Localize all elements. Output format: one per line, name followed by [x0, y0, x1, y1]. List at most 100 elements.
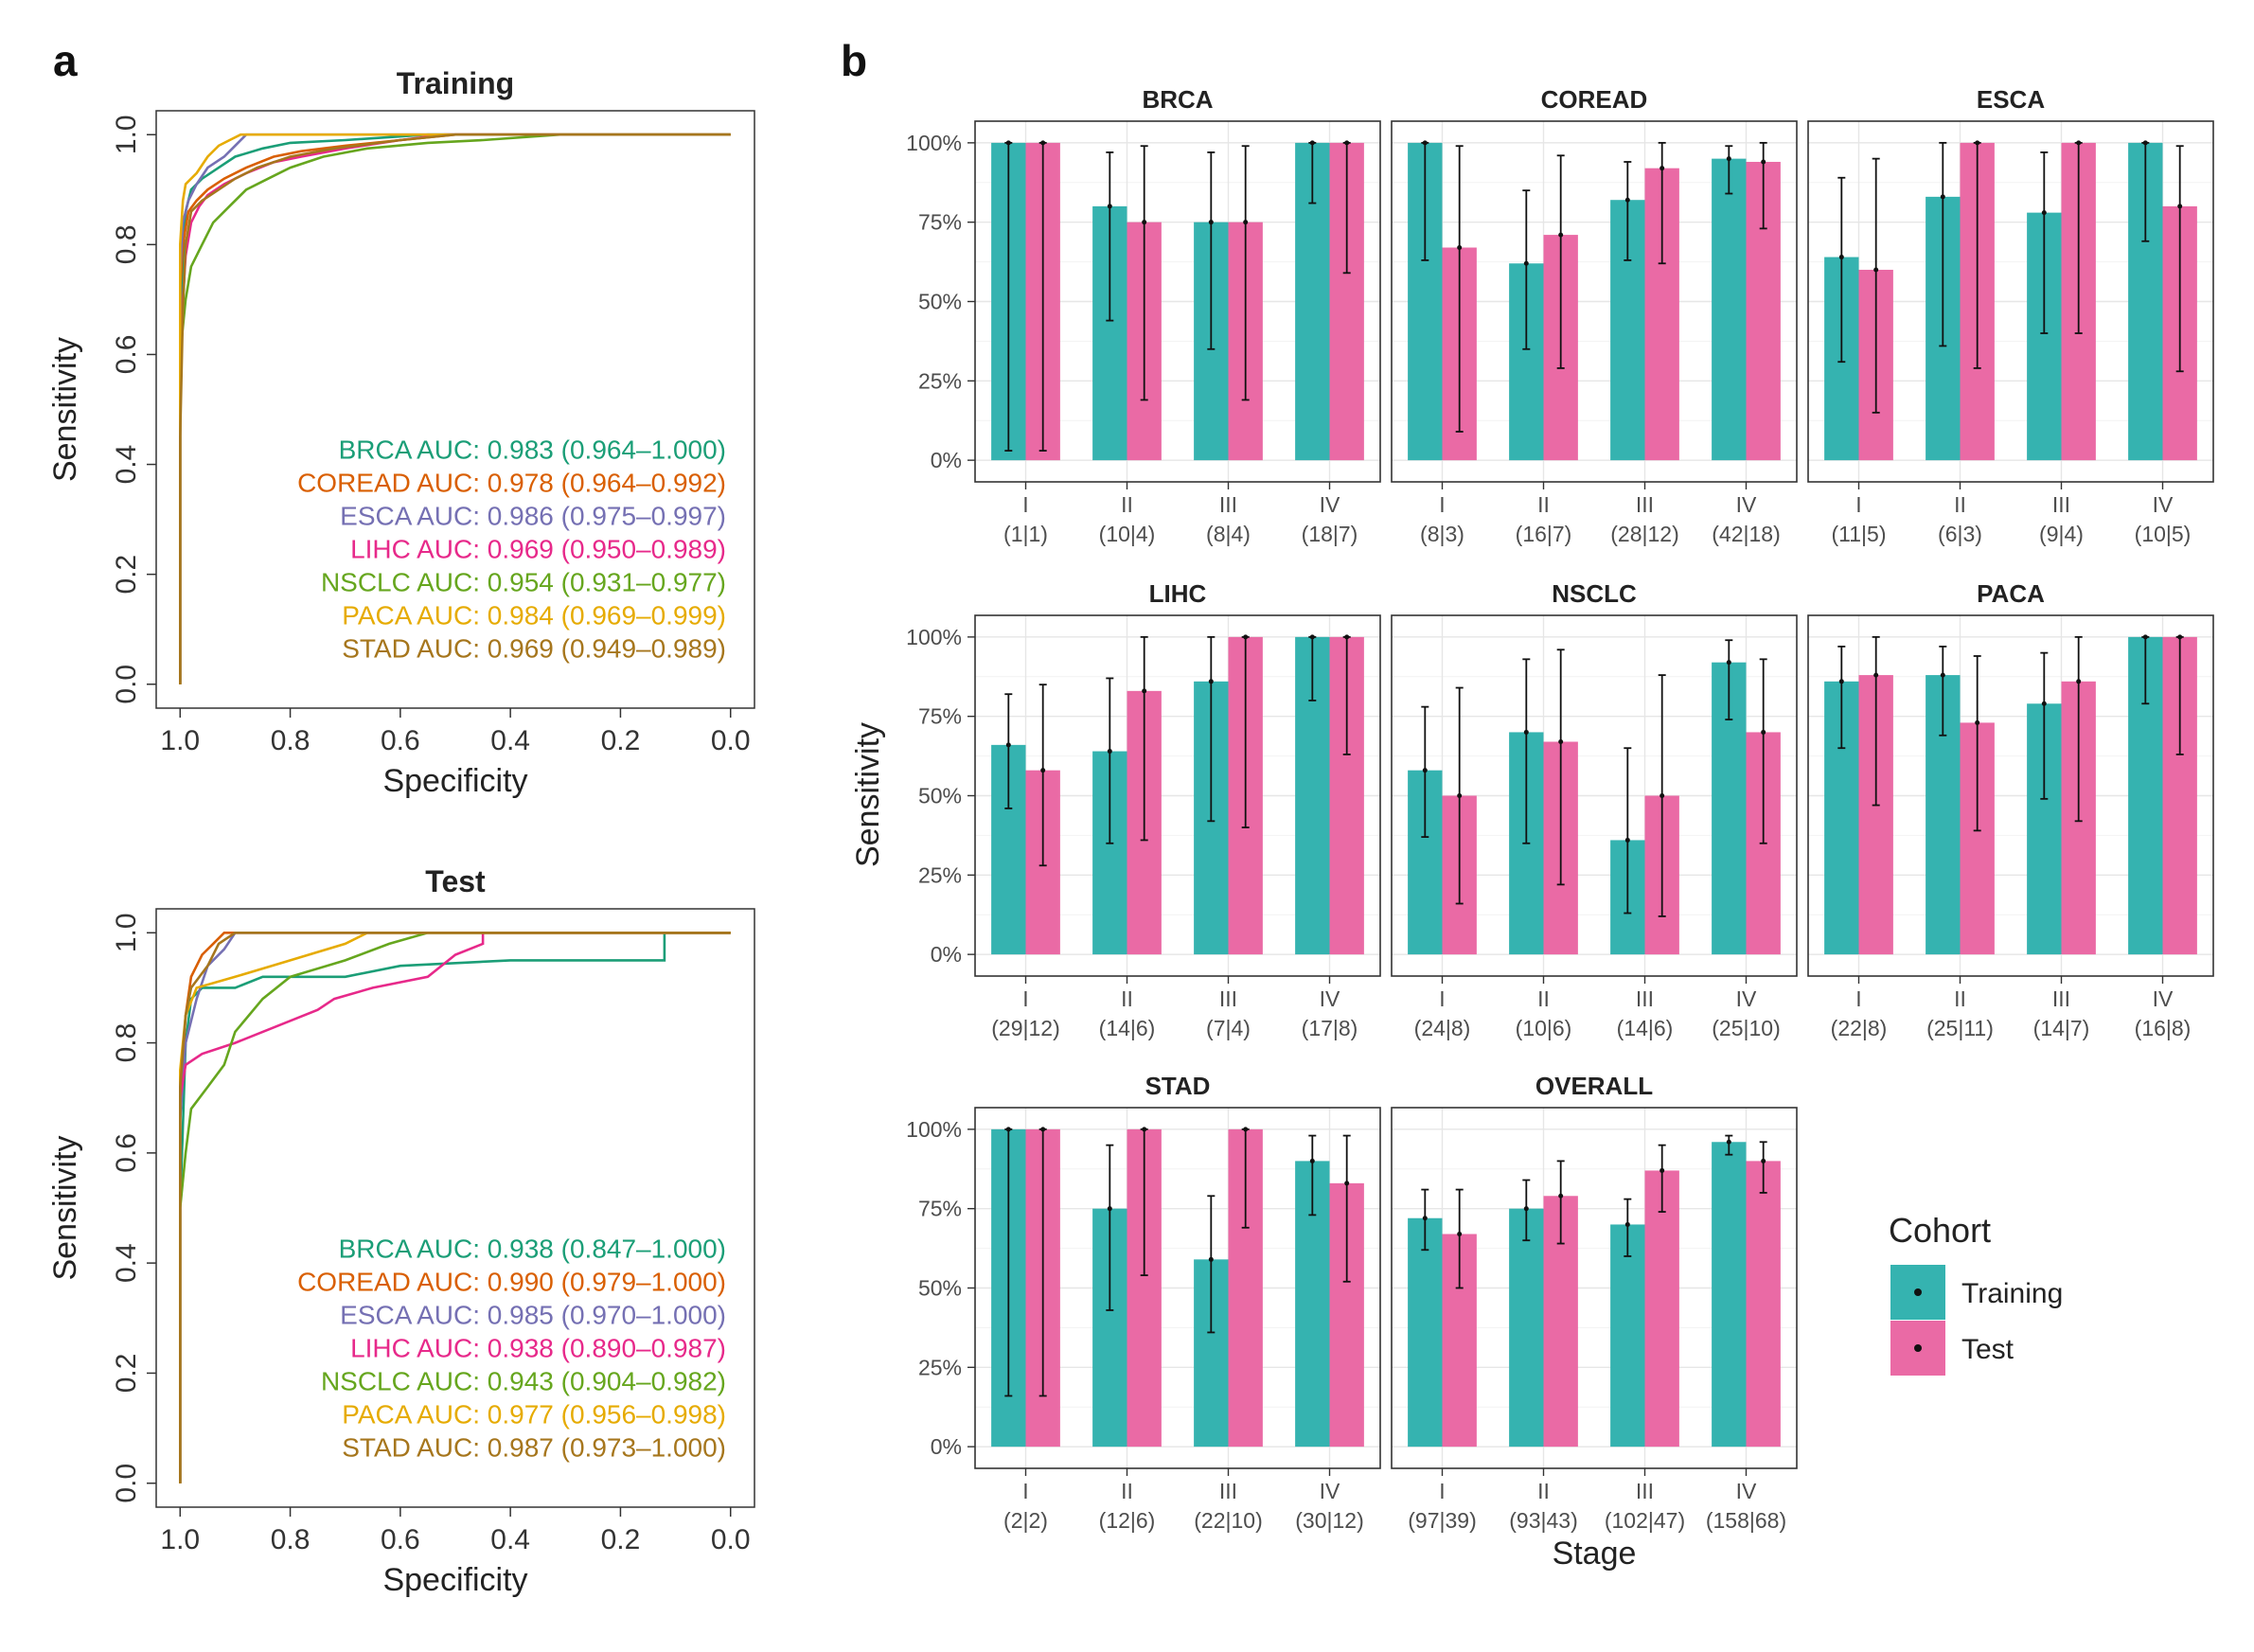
y-tick-label: 75%	[918, 1197, 962, 1221]
legend-key-point	[1914, 1288, 1922, 1296]
point-test	[1873, 267, 1879, 273]
stage-label: I	[1022, 986, 1028, 1011]
legend-auc: 0.983	[488, 435, 561, 465]
point-training	[1726, 660, 1731, 666]
y-tick-label: 0%	[931, 942, 962, 967]
panel-label-a: a	[53, 36, 78, 85]
count-label: (25|10)	[1712, 1016, 1780, 1040]
count-label: (10|5)	[2135, 522, 2192, 546]
cohort-legend: Cohort Training Test	[1889, 1211, 2063, 1376]
legend-key-point	[1914, 1344, 1922, 1352]
y-tick-label: 0.2	[111, 1354, 142, 1394]
point-training	[1005, 742, 1011, 748]
legend-name: NSCLC	[321, 1366, 417, 1395]
legend-entry-paca: PACA AUC: 0.984 (0.969–0.999)	[342, 601, 726, 631]
x-axis-label: Specificity	[382, 763, 527, 799]
legend-auc-label: AUC:	[417, 1234, 488, 1263]
stage-label: I	[1439, 492, 1445, 517]
facet-paca: PACA I (22|8) II (25|11) III (14|7) IV (16|8)	[1807, 579, 2214, 1040]
point-training	[1107, 204, 1112, 209]
count-label: (17|8)	[1302, 1016, 1358, 1040]
legend-name: ESCA	[340, 502, 417, 531]
point-test	[1659, 793, 1665, 798]
stage-label: II	[1121, 492, 1133, 517]
bar-test	[1644, 1170, 1679, 1448]
legend-ci: (0.979–1.000)	[561, 1267, 726, 1296]
y-tick-label: 100%	[906, 131, 962, 155]
legend-title: Cohort	[1889, 1211, 1991, 1250]
y-tick-label: 100%	[906, 625, 962, 649]
y-tick-label: 75%	[918, 704, 962, 729]
point-training	[1624, 837, 1630, 843]
legend-name: BRCA	[339, 435, 417, 465]
point-training	[2142, 634, 2148, 640]
point-training	[1309, 634, 1315, 640]
y-tick-label: 50%	[918, 1276, 962, 1301]
y-tick-label: 0.4	[111, 1243, 142, 1283]
legend-entry-brca: BRCA AUC: 0.938 (0.847–1.000)	[339, 1234, 726, 1263]
point-test	[1040, 768, 1046, 773]
stage-label: II	[1121, 1479, 1133, 1503]
legend-auc-label: AUC:	[417, 1333, 488, 1362]
legend-name: STAD	[342, 634, 417, 664]
point-test	[1243, 220, 1249, 225]
point-training	[1726, 1139, 1731, 1145]
legend-ci: (0.964–1.000)	[561, 435, 726, 465]
x-tick-label: 0.8	[271, 1524, 311, 1555]
legend-ci: (0.949–0.989)	[561, 634, 726, 664]
count-label: (9|4)	[2039, 522, 2084, 546]
legend-auc: 0.954	[488, 568, 561, 597]
roc-curve-paca	[179, 133, 731, 684]
stage-label: III	[1636, 986, 1654, 1011]
point-training	[1940, 194, 1945, 200]
point-test	[1344, 140, 1350, 146]
stage-label: IV	[1736, 986, 1757, 1011]
legend-entry-coread: COREAD AUC: 0.990 (0.979–1.000)	[297, 1267, 726, 1296]
y-tick-label: 100%	[906, 1117, 962, 1142]
count-label: (28|12)	[1610, 522, 1678, 546]
facet-title: BRCA	[1142, 85, 1213, 114]
point-test	[2076, 679, 2082, 684]
legend-ci: (0.950–0.989)	[561, 535, 726, 564]
facet-frame	[1391, 120, 1798, 483]
legend-ci: (0.964–0.992)	[561, 469, 726, 498]
count-label: (30|12)	[1295, 1508, 1363, 1533]
stage-label: I	[1855, 986, 1861, 1011]
stage-label: IV	[1736, 1479, 1757, 1503]
count-label: (14|6)	[1617, 1016, 1674, 1040]
x-tick-label: 1.0	[160, 725, 200, 756]
legend-entry-brca: BRCA AUC: 0.983 (0.964–1.000)	[339, 435, 726, 465]
legend-ci: (0.890–0.987)	[561, 1333, 726, 1362]
y-tick-label: 75%	[918, 210, 962, 235]
count-label: (18|7)	[1302, 522, 1358, 546]
point-training	[1107, 1206, 1112, 1212]
legend-auc-label: AUC:	[417, 535, 488, 564]
legend-auc-label: AUC:	[417, 1300, 488, 1329]
y-tick-label: 25%	[918, 1355, 962, 1379]
legend-ci: (0.975–0.997)	[561, 502, 726, 531]
point-training	[1838, 679, 1844, 684]
legend-ci: (0.973–1.000)	[561, 1432, 726, 1462]
y-tick-label: 0.6	[111, 1133, 142, 1173]
point-training	[1422, 768, 1428, 773]
roc-curve-stad	[179, 133, 731, 684]
stage-label: II	[1954, 986, 1966, 1011]
point-test	[1873, 672, 1879, 678]
x-tick-label: 0.6	[381, 1524, 420, 1555]
count-label: (42|18)	[1712, 522, 1780, 546]
point-test	[1344, 1181, 1350, 1186]
y-tick-label: 0.4	[111, 445, 142, 485]
point-test	[1040, 140, 1046, 146]
count-label: (22|10)	[1194, 1508, 1262, 1533]
stage-label: III	[2052, 986, 2070, 1011]
legend-entry-nsclc: NSCLC AUC: 0.954 (0.931–0.977)	[321, 568, 726, 597]
bar-training	[1408, 1217, 1443, 1448]
legend-name: NSCLC	[321, 568, 417, 597]
legend-entry-coread: COREAD AUC: 0.978 (0.964–0.992)	[297, 469, 726, 498]
roc-test-chart: Test 1.0 0.8 0.6 0.4 0.2 0.0 0.0 0.2 0.4 0.6 0.8 1.0…	[47, 864, 755, 1598]
facet-title: COREAD	[1541, 85, 1648, 114]
point-test	[1975, 719, 1980, 725]
stage-label: II	[1121, 986, 1133, 1011]
point-test	[1243, 634, 1249, 640]
count-label: (93|43)	[1509, 1508, 1577, 1533]
